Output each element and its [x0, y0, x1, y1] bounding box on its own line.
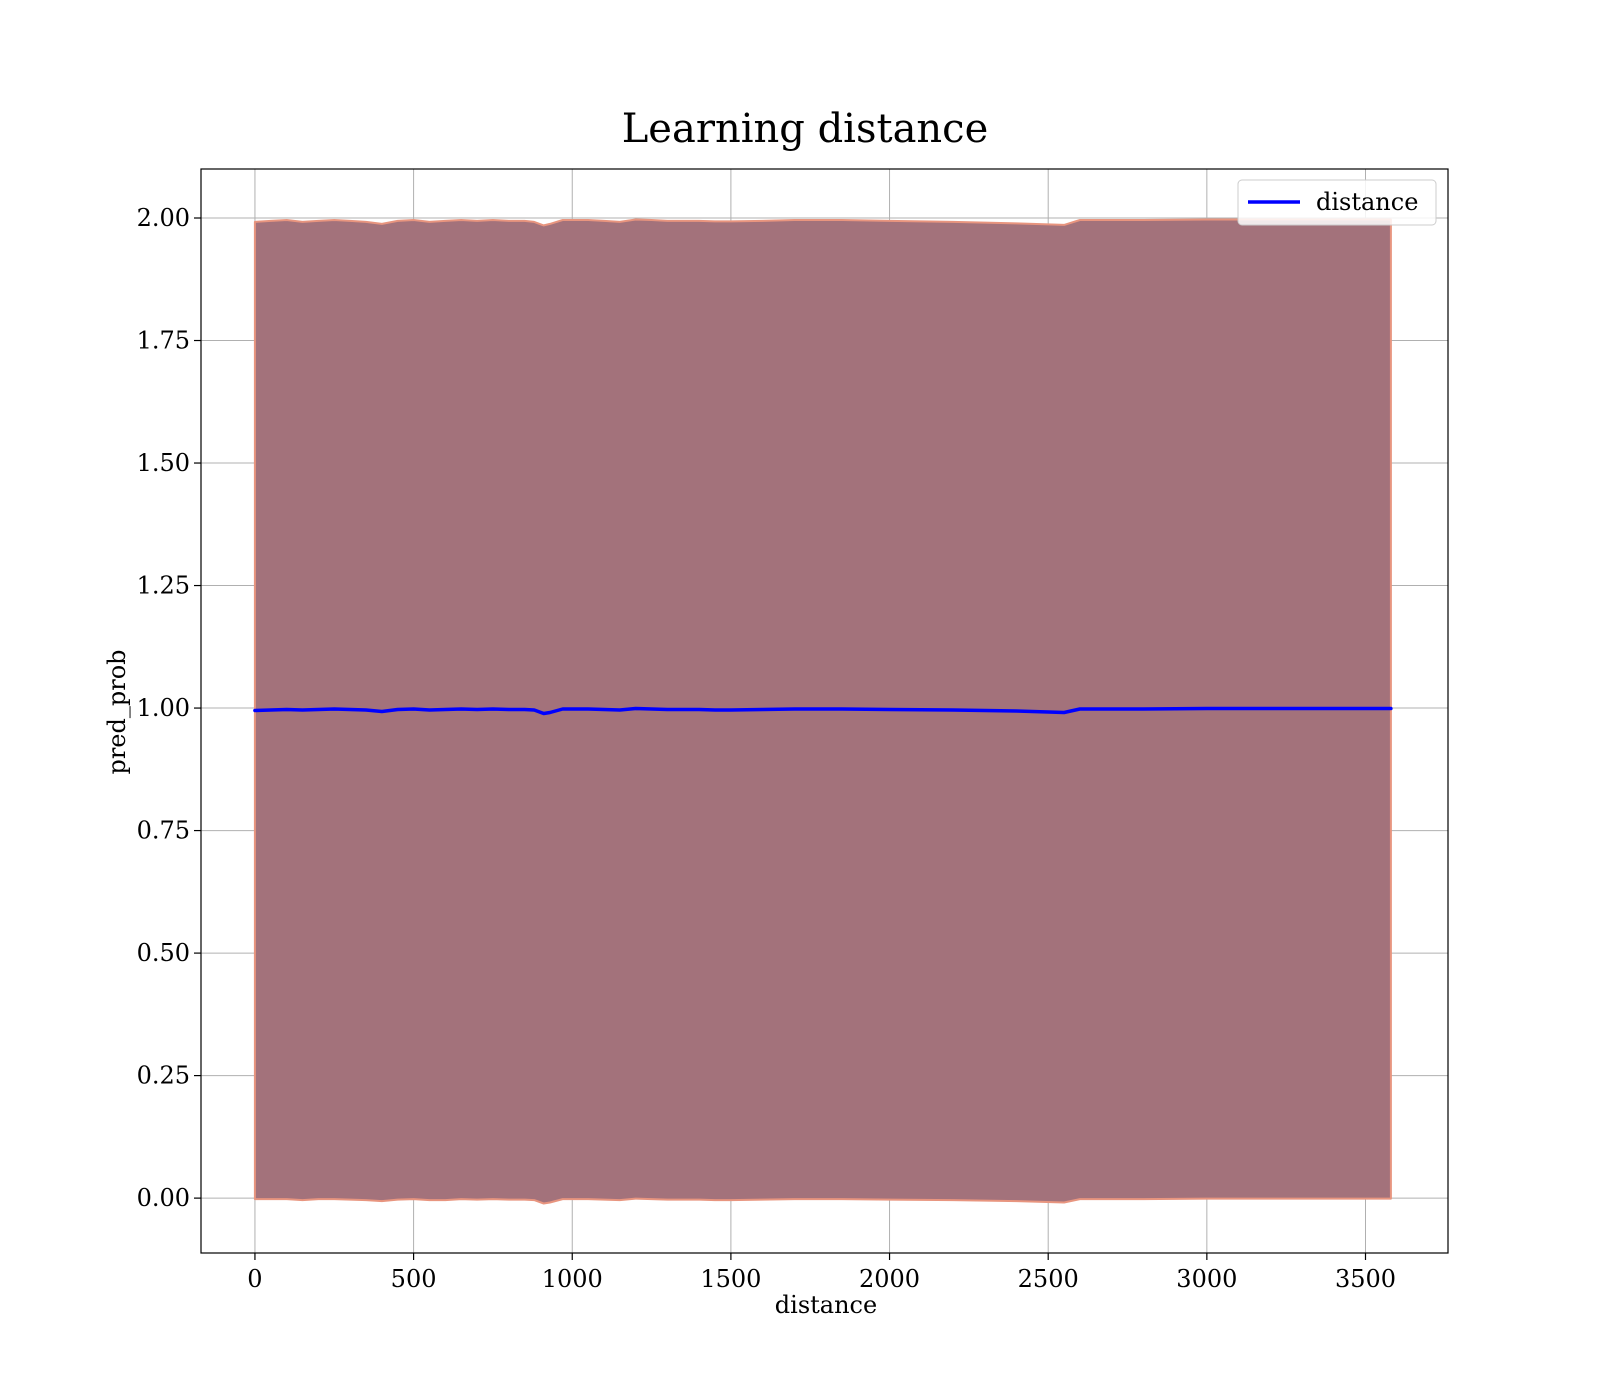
x-tick-label: 1500	[700, 1265, 761, 1293]
y-tick-label: 1.00	[137, 694, 190, 722]
y-tick-label: 1.25	[137, 572, 190, 600]
series-line-distance	[253, 706, 1393, 716]
y-tick-label: 0.25	[137, 1062, 190, 1090]
x-tick-label: 3500	[1335, 1265, 1396, 1293]
y-tick-label: 1.50	[137, 449, 190, 477]
x-axis-label: distance	[775, 1291, 877, 1319]
y-tick-label: 0.00	[137, 1184, 190, 1212]
y-axis-label: pred_prob	[103, 649, 131, 774]
chart-title: Learning distance	[622, 106, 989, 152]
legend: distance	[1237, 179, 1437, 226]
x-tick-label: 2500	[1018, 1265, 1079, 1293]
x-tick-label: 1000	[542, 1265, 603, 1293]
y-tick-label: 1.75	[137, 327, 190, 355]
confidence-band	[253, 218, 1392, 1205]
legend-box	[1237, 179, 1437, 226]
x-tick-label: 500	[391, 1265, 437, 1293]
x-tick-label: 2000	[859, 1265, 920, 1293]
axes-frame	[200, 168, 1449, 1254]
x-tick-label: 0	[247, 1265, 262, 1293]
x-tick-label: 3000	[1176, 1265, 1237, 1293]
y-tick-label: 0.50	[137, 939, 190, 967]
y-tick-label: 2.00	[137, 204, 190, 232]
y-tick-label: 0.75	[137, 817, 190, 845]
plot-area: 0 500 1000 1500 2000 2500 3000 3500 0.00 0.25 0.50…	[137, 168, 1449, 1293]
legend-label-distance: distance	[1316, 188, 1418, 216]
